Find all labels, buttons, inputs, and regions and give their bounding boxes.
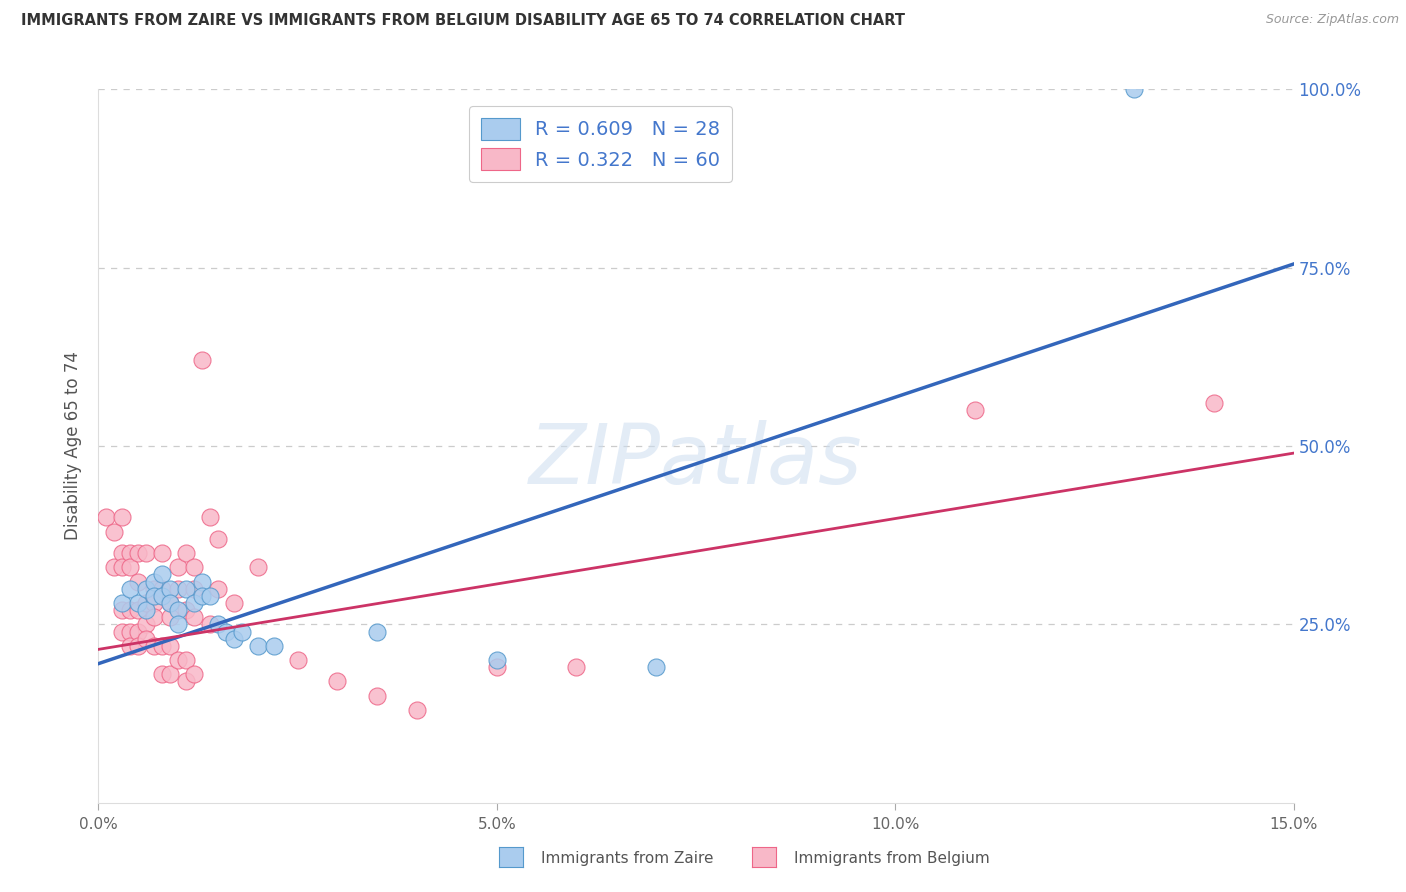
- Point: [191, 353, 214, 368]
- Point: [103, 560, 125, 574]
- Point: [127, 639, 149, 653]
- Point: [159, 596, 181, 610]
- Point: [120, 624, 142, 639]
- Point: [215, 624, 238, 639]
- Point: [143, 582, 166, 596]
- Point: [103, 524, 125, 539]
- Point: [222, 596, 245, 610]
- Point: [366, 689, 388, 703]
- Point: [485, 660, 508, 674]
- Text: Immigrants from Zaire: Immigrants from Zaire: [541, 851, 714, 865]
- Point: [143, 610, 166, 624]
- Point: [127, 596, 149, 610]
- Point: [207, 532, 229, 546]
- Point: [120, 546, 142, 560]
- Point: [174, 674, 197, 689]
- Point: [326, 674, 349, 689]
- Point: [263, 639, 285, 653]
- Point: [111, 560, 134, 574]
- Point: [174, 582, 197, 596]
- Point: [135, 596, 157, 610]
- Point: [246, 639, 269, 653]
- Point: [127, 624, 149, 639]
- Y-axis label: Disability Age 65 to 74: Disability Age 65 to 74: [65, 351, 83, 541]
- Point: [183, 667, 205, 681]
- Point: [159, 596, 181, 610]
- Point: [120, 560, 142, 574]
- Point: [127, 574, 149, 589]
- Point: [167, 560, 190, 574]
- Point: [287, 653, 309, 667]
- Point: [111, 510, 134, 524]
- Point: [120, 639, 142, 653]
- Point: [191, 589, 214, 603]
- Point: [150, 639, 173, 653]
- Point: [1202, 396, 1225, 410]
- Point: [159, 582, 181, 596]
- Point: [1123, 82, 1146, 96]
- Point: [150, 582, 173, 596]
- Point: [135, 546, 157, 560]
- Point: [111, 546, 134, 560]
- Point: [406, 703, 429, 717]
- Point: [143, 639, 166, 653]
- Point: [565, 660, 588, 674]
- Text: Source: ZipAtlas.com: Source: ZipAtlas.com: [1265, 13, 1399, 27]
- Point: [174, 603, 197, 617]
- Point: [183, 610, 205, 624]
- Point: [645, 660, 668, 674]
- Point: [159, 610, 181, 624]
- Point: [150, 567, 173, 582]
- Point: [198, 510, 221, 524]
- Point: [111, 596, 134, 610]
- Point: [135, 582, 157, 596]
- Point: [135, 632, 157, 646]
- Point: [191, 574, 214, 589]
- Point: [150, 546, 173, 560]
- Point: [207, 617, 229, 632]
- Point: [143, 589, 166, 603]
- Point: [198, 589, 221, 603]
- Point: [111, 624, 134, 639]
- Point: [120, 603, 142, 617]
- Point: [183, 596, 205, 610]
- Point: [183, 560, 205, 574]
- Legend: R = 0.609   N = 28, R = 0.322   N = 60: R = 0.609 N = 28, R = 0.322 N = 60: [470, 106, 731, 182]
- Point: [127, 603, 149, 617]
- Point: [135, 603, 157, 617]
- Point: [127, 546, 149, 560]
- Point: [96, 510, 118, 524]
- Point: [174, 653, 197, 667]
- Point: [143, 574, 166, 589]
- Point: [167, 582, 190, 596]
- Point: [143, 596, 166, 610]
- Point: [159, 639, 181, 653]
- Point: [183, 582, 205, 596]
- Point: [150, 589, 173, 603]
- Point: [167, 653, 190, 667]
- Text: Immigrants from Belgium: Immigrants from Belgium: [794, 851, 990, 865]
- Point: [207, 582, 229, 596]
- Text: IMMIGRANTS FROM ZAIRE VS IMMIGRANTS FROM BELGIUM DISABILITY AGE 65 TO 74 CORRELA: IMMIGRANTS FROM ZAIRE VS IMMIGRANTS FROM…: [21, 13, 905, 29]
- Point: [222, 632, 245, 646]
- Point: [231, 624, 253, 639]
- Point: [159, 667, 181, 681]
- Point: [167, 617, 190, 632]
- Point: [246, 560, 269, 574]
- Point: [150, 667, 173, 681]
- Point: [174, 546, 197, 560]
- Point: [111, 603, 134, 617]
- Point: [963, 403, 986, 417]
- Point: [167, 603, 190, 617]
- Text: ZIPatlas: ZIPatlas: [529, 420, 863, 500]
- Point: [485, 653, 508, 667]
- Point: [120, 582, 142, 596]
- Point: [135, 617, 157, 632]
- Point: [366, 624, 388, 639]
- Point: [198, 617, 221, 632]
